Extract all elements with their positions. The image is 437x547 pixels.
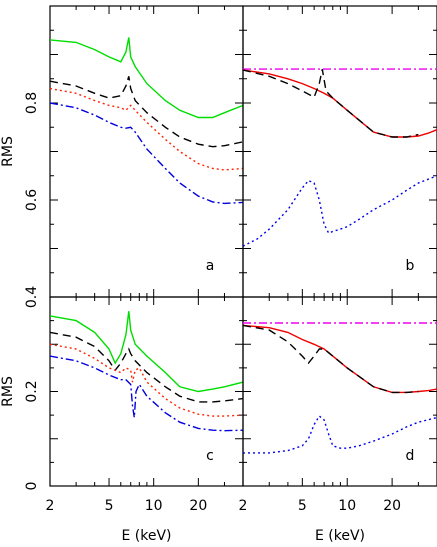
panel-b: b bbox=[242, 5, 437, 298]
series-line-a-3 bbox=[50, 102, 243, 205]
panel-d: 2 5 10 20 E (keV) d bbox=[239, 296, 437, 544]
y-tick-label: 0.4 bbox=[24, 286, 40, 308]
series-line-a-1 bbox=[50, 76, 243, 148]
series-line-b-2 bbox=[243, 68, 419, 138]
x-tick-label: 2 bbox=[46, 498, 55, 514]
plot-frame-b bbox=[242, 5, 437, 298]
x-tick-label: 2 bbox=[239, 498, 248, 514]
y-axis-label: RMS bbox=[0, 136, 16, 167]
x-axis-label: E (keV) bbox=[315, 528, 365, 544]
panel-label-b: b bbox=[406, 258, 415, 274]
panel-label-d: d bbox=[406, 448, 415, 464]
series-line-c-2 bbox=[50, 343, 243, 417]
panel-c: 0 0.2 RMS 2 5 10 20 E (keV) c bbox=[0, 296, 244, 544]
panel-label-a: a bbox=[206, 258, 215, 274]
series-line-c-0 bbox=[50, 311, 243, 393]
panel-a: 0.4 0.6 0.8 RMS a bbox=[0, 5, 244, 308]
y-tick-label: 0.2 bbox=[24, 380, 40, 402]
plot-frame-a bbox=[49, 5, 244, 298]
series-line-c-3 bbox=[50, 355, 243, 432]
plot-frame-c bbox=[49, 296, 244, 487]
series-line-d-2 bbox=[243, 324, 419, 394]
y-tick-label: 0.8 bbox=[24, 92, 40, 114]
series-line-a-2 bbox=[50, 87, 243, 171]
x-tick-label: 10 bbox=[338, 498, 356, 514]
series-line-d-1 bbox=[243, 324, 437, 394]
x-axis-label: E (keV) bbox=[121, 528, 171, 544]
x-tick-label: 20 bbox=[383, 498, 401, 514]
panel-label-c: c bbox=[206, 448, 214, 464]
series-line-d-3 bbox=[243, 415, 437, 454]
y-tick-label: 0 bbox=[24, 482, 40, 491]
x-tick-label: 10 bbox=[145, 498, 163, 514]
series-line-a-0 bbox=[50, 37, 243, 119]
x-tick-label: 20 bbox=[189, 498, 207, 514]
series-line-b-3 bbox=[243, 175, 437, 247]
x-tick-label: 5 bbox=[105, 498, 114, 514]
y-tick-label: 0.6 bbox=[24, 189, 40, 211]
series-line-c-1 bbox=[50, 331, 243, 403]
y-axis-label: RMS bbox=[0, 376, 16, 407]
x-tick-label: 5 bbox=[298, 498, 307, 514]
